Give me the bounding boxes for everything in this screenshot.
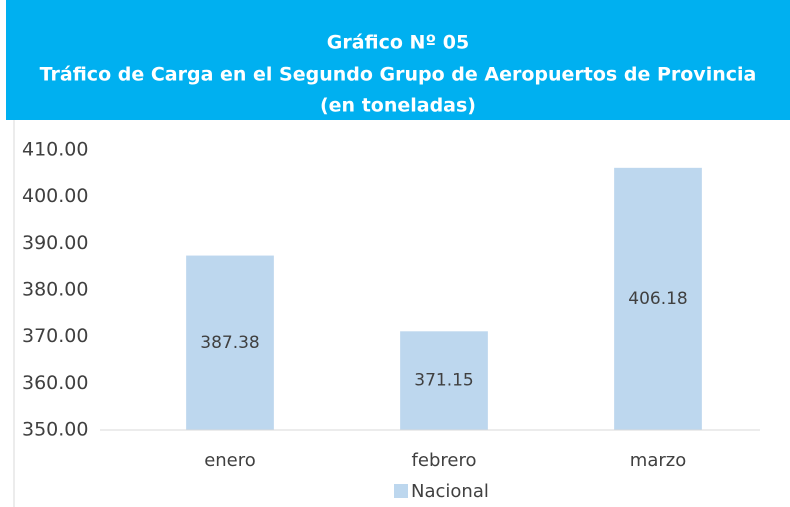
unit-note: (en toneladas)	[320, 95, 476, 117]
y-tick-label: 370.00	[22, 325, 88, 347]
bar	[614, 167, 702, 430]
x-tick-label: enero	[204, 450, 256, 471]
x-tick-label: febrero	[412, 450, 477, 471]
x-tick-label: marzo	[630, 450, 686, 471]
title-band	[6, 0, 790, 120]
data-label: 387.38	[200, 333, 259, 353]
data-label: 406.18	[628, 289, 687, 309]
y-tick-label: 360.00	[22, 372, 88, 394]
chart-title: Gráfico Nº 05	[327, 32, 469, 54]
data-label: 371.15	[414, 371, 473, 391]
y-tick-label: 380.00	[22, 279, 88, 301]
y-tick-label: 390.00	[22, 232, 88, 254]
bar	[186, 255, 274, 430]
y-tick-label: 350.00	[22, 419, 88, 441]
chart-subtitle: Tráfico de Carga en el Segundo Grupo de …	[40, 64, 757, 86]
y-tick-label: 400.00	[22, 185, 88, 207]
bar	[400, 331, 488, 430]
legend-swatch	[394, 484, 408, 498]
legend-label: Nacional	[411, 481, 489, 502]
y-tick-label: 410.00	[22, 139, 88, 161]
